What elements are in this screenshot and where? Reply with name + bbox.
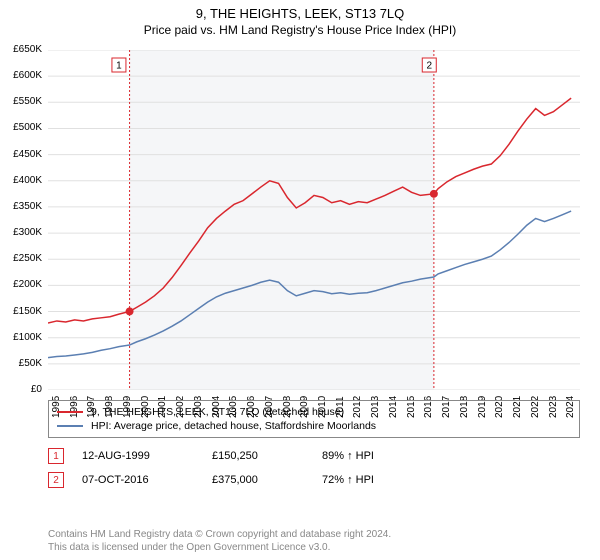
legend-label: 9, THE HEIGHTS, LEEK, ST13 7LQ (detached… [91,406,344,418]
svg-text:2: 2 [426,61,432,72]
sale-marker-box: 1 [48,448,64,464]
sale-marker-box: 2 [48,472,64,488]
sale-hpi: 72% ↑ HPI [322,474,442,486]
legend-item: HPI: Average price, detached house, Staf… [57,419,571,433]
table-row: 1 12-AUG-1999 £150,250 89% ↑ HPI [48,444,580,468]
footer-line: Contains HM Land Registry data © Crown c… [48,528,580,541]
price-chart: 12 [48,50,580,390]
footer-line: This data is licensed under the Open Gov… [48,541,580,554]
page-subtitle: Price paid vs. HM Land Registry's House … [0,21,600,37]
legend-label: HPI: Average price, detached house, Staf… [91,420,376,432]
page-title: 9, THE HEIGHTS, LEEK, ST13 7LQ [0,0,600,21]
table-row: 2 07-OCT-2016 £375,000 72% ↑ HPI [48,468,580,492]
price-table: 1 12-AUG-1999 £150,250 89% ↑ HPI 2 07-OC… [48,444,580,492]
sale-price: £375,000 [212,474,322,486]
legend-item: 9, THE HEIGHTS, LEEK, ST13 7LQ (detached… [57,405,571,419]
chart-legend: 9, THE HEIGHTS, LEEK, ST13 7LQ (detached… [48,400,580,438]
sale-date: 12-AUG-1999 [82,450,212,462]
sale-date: 07-OCT-2016 [82,474,212,486]
sale-hpi: 89% ↑ HPI [322,450,442,462]
sale-price: £150,250 [212,450,322,462]
footer-attribution: Contains HM Land Registry data © Crown c… [48,528,580,554]
svg-text:1: 1 [116,61,122,72]
